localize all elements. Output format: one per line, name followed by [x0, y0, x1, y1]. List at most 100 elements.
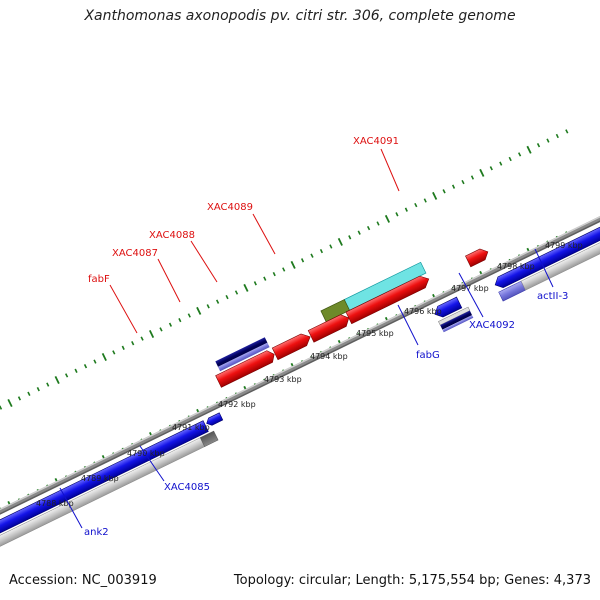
minor-tick	[159, 327, 163, 332]
major-tick	[337, 237, 343, 246]
major-tick	[196, 306, 202, 315]
major-tick	[479, 168, 485, 177]
minor-tick	[253, 281, 257, 286]
gene-label-xac4089[interactable]: XAC4089	[207, 202, 253, 213]
minor-tick	[46, 382, 50, 387]
gene-xac4085-shadow	[199, 430, 219, 447]
gene-ank2[interactable]	[0, 420, 209, 590]
map-title: Xanthomonas axonopodis pv. citri str. 30…	[84, 8, 516, 24]
minor-tick	[263, 276, 267, 281]
backbone	[0, 131, 600, 575]
minor-tick	[178, 318, 182, 323]
forward-gene-labels: fabF XAC4087 XAC4088 XAC4089 XAC4091	[88, 136, 400, 334]
minor-tick	[489, 166, 493, 171]
reverse-gene-labels: ank2 XAC4085 fabG XAC4092 actII-3	[59, 248, 568, 538]
gene-xac4092[interactable]	[493, 201, 600, 291]
major-tick	[54, 376, 60, 384]
gene-label-ank2[interactable]: ank2	[84, 527, 109, 538]
accession-text: Accession: NC_003919	[9, 573, 157, 588]
minor-tick	[187, 313, 191, 318]
scale-label: 4795 kbp	[356, 329, 394, 338]
minor-tick	[414, 202, 418, 208]
gene-label-fabf[interactable]: fabF	[88, 274, 110, 285]
minor-tick	[329, 244, 333, 249]
gene-label-actii-3[interactable]: actII-3	[537, 291, 568, 302]
gene-fabf[interactable]	[215, 348, 277, 388]
scale-label: 4797 kbp	[451, 284, 489, 293]
minor-tick	[112, 350, 116, 355]
gene-xac4088[interactable]	[307, 312, 351, 343]
scale-label: 4792 kbp	[218, 400, 256, 409]
gene-fabg-shadow	[438, 306, 474, 333]
minor-tick	[461, 179, 465, 185]
gene-xac4091[interactable]	[465, 246, 490, 268]
minor-tick	[451, 184, 456, 189]
minor-tick	[234, 290, 239, 295]
minor-tick	[310, 253, 314, 258]
gene-label-xac4087[interactable]: XAC4087	[112, 248, 158, 259]
minor-tick	[27, 391, 31, 396]
topology-summary: Topology: circular; Length: 5,175,554 bp…	[233, 573, 591, 588]
minor-tick	[357, 230, 361, 235]
minor-tick	[319, 248, 324, 254]
minor-tick	[404, 207, 408, 212]
minor-tick	[93, 359, 97, 364]
gene-label-xac4085[interactable]: XAC4085	[164, 482, 210, 493]
major-tick	[290, 260, 296, 269]
minor-tick	[131, 341, 135, 346]
minor-tick	[546, 138, 550, 143]
minor-tick	[64, 373, 69, 378]
gene-xac4087[interactable]	[271, 331, 313, 361]
gene-xac4089[interactable]	[345, 273, 432, 325]
minor-tick	[376, 221, 380, 226]
major-tick	[432, 191, 438, 200]
gene-fabg[interactable]	[432, 296, 463, 320]
minor-tick	[206, 304, 210, 309]
scale-label: 4799 kbp	[545, 241, 583, 250]
gene-label-fabg[interactable]: fabG	[416, 350, 440, 361]
scale-label: 4798 kbp	[497, 262, 535, 271]
scale-label: 4789 kbp	[81, 474, 119, 483]
minor-tick	[508, 156, 512, 162]
minor-tick	[121, 345, 125, 350]
minor-tick	[395, 212, 399, 217]
gene-xac4085[interactable]	[205, 412, 224, 427]
minor-tick	[225, 294, 229, 300]
minor-tick	[442, 189, 446, 194]
gene-label-xac4088[interactable]: XAC4088	[149, 230, 195, 241]
minor-tick	[74, 368, 78, 373]
minor-tick	[36, 387, 40, 392]
minor-tick	[272, 271, 276, 277]
minor-tick	[470, 175, 475, 180]
gene-label-xac4092[interactable]: XAC4092	[469, 320, 515, 331]
minor-tick	[17, 396, 22, 401]
scale-labels: 4788 kbp 4789 kbp 4790 kbp 4791 kbp 4792…	[36, 241, 583, 508]
scale-label: 4791 kbp	[172, 423, 210, 432]
minor-tick	[565, 129, 569, 134]
minor-tick	[140, 336, 144, 341]
major-tick	[148, 330, 155, 338]
scale-label: 4794 kbp	[310, 352, 348, 361]
major-tick	[101, 353, 107, 361]
major-tick	[526, 145, 532, 154]
gene-label-xac4091[interactable]: XAC4091	[353, 136, 399, 147]
minor-tick	[282, 267, 286, 272]
minor-tick	[83, 364, 88, 369]
major-tick	[384, 214, 391, 223]
minor-tick	[517, 152, 522, 157]
minor-tick	[300, 258, 305, 263]
gene-fabf-shadow	[215, 337, 270, 372]
minor-tick	[215, 299, 220, 304]
major-tick	[243, 283, 249, 292]
minor-tick	[536, 143, 541, 148]
minor-tick	[499, 161, 503, 166]
scale-label: 4788 kbp	[36, 499, 74, 508]
minor-tick	[555, 133, 559, 139]
gene-actii-3-shadow	[520, 213, 600, 291]
scale-label: 4796 kbp	[404, 307, 442, 316]
outer-tick-ring	[0, 129, 569, 410]
minor-tick	[168, 322, 173, 327]
scale-label: 4793 kbp	[264, 375, 302, 384]
minor-tick	[366, 225, 371, 231]
